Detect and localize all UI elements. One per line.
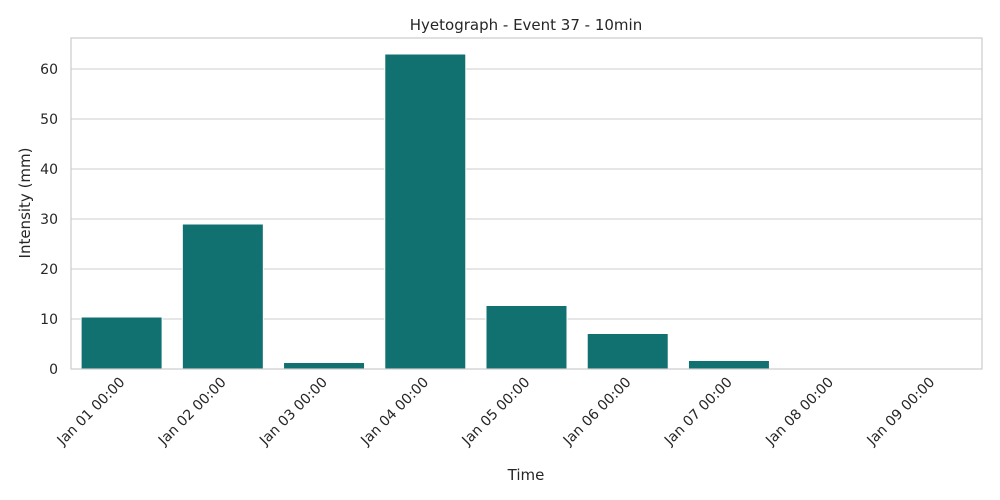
y-tick-label: 60: [40, 62, 58, 78]
x-tick-label: Jan 01 00:00: [54, 375, 129, 450]
x-tick-label: Jan 07 00:00: [661, 375, 736, 450]
y-tick-label: 0: [49, 362, 58, 378]
y-axis-label: Intensity (mm): [16, 148, 34, 259]
bar: [586, 333, 669, 370]
x-tick-label: Jan 08 00:00: [762, 375, 837, 450]
bar: [687, 360, 770, 370]
bar: [485, 305, 568, 370]
bars: [80, 53, 770, 370]
bar: [181, 223, 264, 370]
bar: [283, 362, 366, 370]
y-tick-label: 50: [40, 112, 58, 128]
bar: [384, 53, 467, 370]
y-tick-label: 30: [40, 212, 58, 228]
x-tick-label: Jan 02 00:00: [155, 375, 230, 450]
x-tick-label: Jan 03 00:00: [256, 375, 331, 450]
x-tick-label: Jan 05 00:00: [459, 375, 534, 450]
bar: [80, 316, 163, 370]
y-tick-label: 40: [40, 162, 58, 178]
x-axis-label: Time: [507, 466, 545, 484]
y-tick-labels: 0 10 20 30 40 50 60: [40, 62, 58, 378]
y-tick-label: 20: [40, 262, 58, 278]
x-tick-label: Jan 09 00:00: [864, 375, 939, 450]
chart-title: Hyetograph - Event 37 - 10min: [410, 16, 642, 34]
plot-frame: [70, 37, 983, 370]
x-tick-label: Jan 04 00:00: [357, 375, 432, 450]
x-tick-label: Jan 06 00:00: [560, 375, 635, 450]
y-tick-label: 10: [40, 312, 58, 328]
x-tick-labels: Jan 01 00:00 Jan 02 00:00 Jan 03 00:00 Jan …: [54, 375, 938, 450]
